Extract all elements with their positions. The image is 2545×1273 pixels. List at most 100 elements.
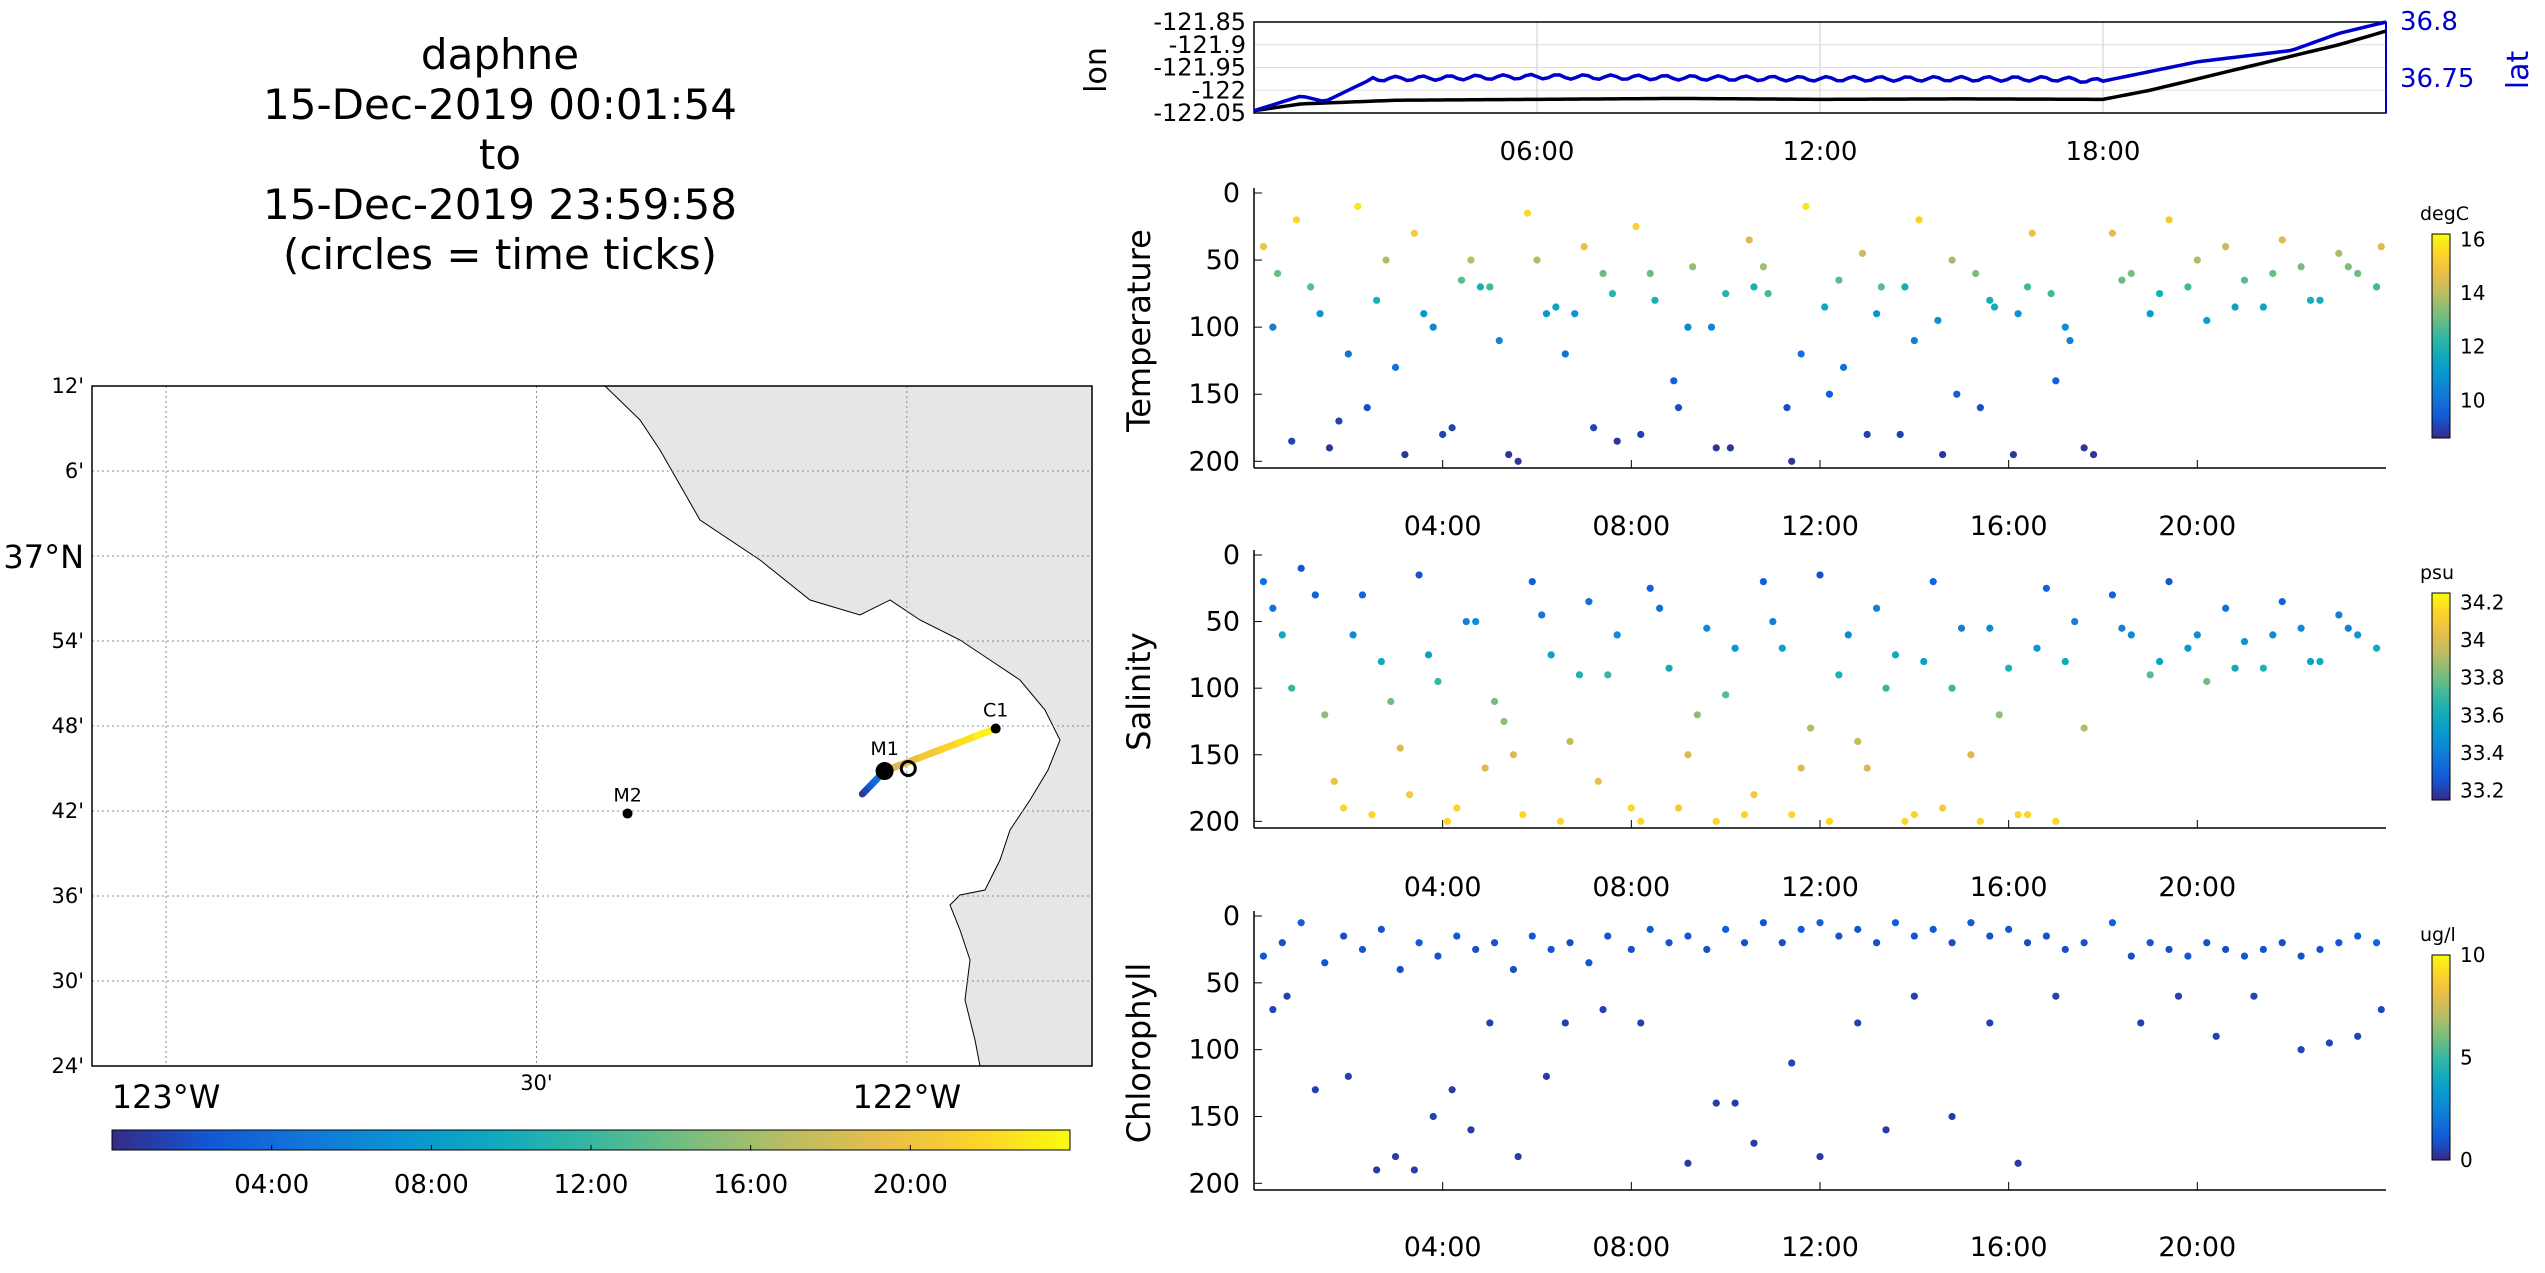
- temperature-point: [1307, 283, 1315, 291]
- series-lat: [1253, 20, 2387, 113]
- chlorophyll-point: [2137, 1019, 2145, 1027]
- temperature-point: [1316, 310, 1324, 318]
- chlorophyll-point: [1340, 932, 1348, 940]
- salinity-point: [2052, 817, 2060, 825]
- salinity-point: [2023, 811, 2032, 819]
- chlorophyll-point: [1429, 1112, 1437, 1121]
- chlorophyll-point: [1910, 992, 1918, 1000]
- temperature-point: [1712, 444, 1720, 452]
- chlorophyll-x-tick-label: 04:00: [1404, 1232, 1482, 1263]
- salinity-colorbar-unit: psu: [2420, 562, 2454, 584]
- temperature-point: [1670, 377, 1678, 385]
- salinity-point: [2033, 644, 2041, 652]
- station-marker-m2: [622, 808, 633, 819]
- salinity-colorbar-tick-label: 33.8: [2460, 666, 2505, 690]
- salinity-point: [2156, 657, 2164, 666]
- chlorophyll-point: [1740, 939, 1749, 947]
- salinity-x-tick-label: 08:00: [1592, 872, 1670, 903]
- temperature-point: [1401, 450, 1409, 459]
- temperature-point: [2061, 323, 2069, 331]
- chlorophyll-point: [2052, 992, 2060, 1000]
- temperature-point: [1707, 323, 1716, 331]
- chlorophyll-point: [1750, 1139, 1758, 1147]
- chlorophyll-point: [1259, 952, 1268, 960]
- salinity-point: [2108, 591, 2117, 599]
- salinity-point: [2354, 631, 2362, 639]
- salinity-point: [1519, 811, 1527, 819]
- temperature-point: [1325, 444, 1334, 452]
- chlorophyll-y-tick-label: 200: [1188, 1168, 1240, 1199]
- chlorophyll-point: [1344, 1072, 1352, 1080]
- salinity-point: [1613, 631, 1621, 639]
- chlorophyll-point: [1448, 1086, 1456, 1094]
- chlorophyll-point: [1788, 1059, 1796, 1067]
- temperature-colorbar-tick-label: 10: [2460, 388, 2485, 412]
- temperature-point: [2193, 256, 2201, 264]
- chlorophyll-point: [2080, 939, 2088, 947]
- salinity-point: [1816, 571, 1824, 579]
- salinity-point: [1490, 697, 1499, 706]
- chlorophyll-point: [1377, 925, 1385, 933]
- temperature-point: [1608, 290, 1617, 298]
- salinity-point: [1976, 817, 1984, 825]
- chlorophyll-point: [1854, 925, 1862, 933]
- chlorophyll-point: [1712, 1099, 1720, 1107]
- salinity-point: [1443, 817, 1451, 825]
- temperature-point: [1788, 457, 1796, 465]
- temperature-point: [1514, 457, 1522, 465]
- chlorophyll-point: [2127, 952, 2135, 960]
- chlorophyll-point: [1665, 939, 1673, 947]
- salinity-colorbar: [2431, 592, 2451, 801]
- lon-tick-label: -121.9: [1169, 31, 1246, 59]
- chlorophyll-point: [2165, 945, 2173, 954]
- chlorophyll-y-tick-label: 0: [1223, 901, 1240, 932]
- chlorophyll-point: [1396, 965, 1404, 974]
- chlorophyll-point: [1722, 925, 1730, 933]
- temperature-x-tick-label: 16:00: [1970, 511, 2048, 542]
- colorbar-tick-label: 20:00: [873, 1170, 948, 1200]
- salinity-point: [2042, 584, 2050, 592]
- chlorophyll-point: [1929, 925, 1937, 933]
- salinity-point: [1330, 777, 1338, 785]
- chlorophyll-point: [2316, 945, 2324, 954]
- salinity-point: [2231, 664, 2239, 672]
- salinity-point: [1358, 591, 1367, 599]
- chlorophyll-point: [2354, 1032, 2362, 1040]
- temperature-point: [1674, 404, 1683, 412]
- temperature-point: [1335, 417, 1343, 425]
- temperature-point: [1420, 310, 1428, 318]
- chlorophyll-point: [2297, 1046, 2305, 1054]
- chlorophyll-x-tick-label: 08:00: [1592, 1232, 1670, 1263]
- salinity-point: [1627, 804, 1635, 812]
- temperature-point: [1835, 276, 1843, 284]
- salinity-point: [1297, 564, 1305, 572]
- chlorophyll-point: [1646, 925, 1654, 933]
- salinity-point: [1566, 737, 1574, 746]
- temperature-colorbar-tick-label: 14: [2460, 281, 2485, 305]
- temperature-point: [1877, 283, 1885, 291]
- chlorophyll-point: [1561, 1019, 1569, 1027]
- salinity-y-tick-label: 50: [1206, 607, 1240, 638]
- chlorophyll-point: [2184, 952, 2192, 960]
- chlorophyll-point: [1434, 952, 1442, 960]
- chlorophyll-point: [1321, 959, 1329, 967]
- salinity-point: [1311, 591, 1319, 599]
- chlorophyll-point: [2377, 1005, 2385, 1014]
- lat-tick-label: 36.8: [2400, 7, 2458, 37]
- station-marker-m1: [875, 762, 894, 781]
- chlorophyll-point: [1453, 932, 1461, 940]
- chlorophyll-point: [1778, 939, 1786, 947]
- lon-tick-label: -121.85: [1153, 8, 1246, 36]
- map-lat-tick-label: 54': [52, 629, 85, 653]
- salinity-point: [2184, 644, 2192, 652]
- chlorophyll-point: [1391, 1152, 1400, 1161]
- salinity-point: [2316, 657, 2324, 666]
- temperature-point: [2344, 263, 2352, 271]
- temperature-point: [2023, 283, 2032, 291]
- salinity-y-tick-label: 150: [1188, 740, 1240, 771]
- temperature-point: [1764, 290, 1772, 298]
- salinity-point: [2193, 631, 2201, 639]
- salinity-point: [1750, 791, 1758, 799]
- temperature-y-tick-label: 200: [1188, 446, 1240, 477]
